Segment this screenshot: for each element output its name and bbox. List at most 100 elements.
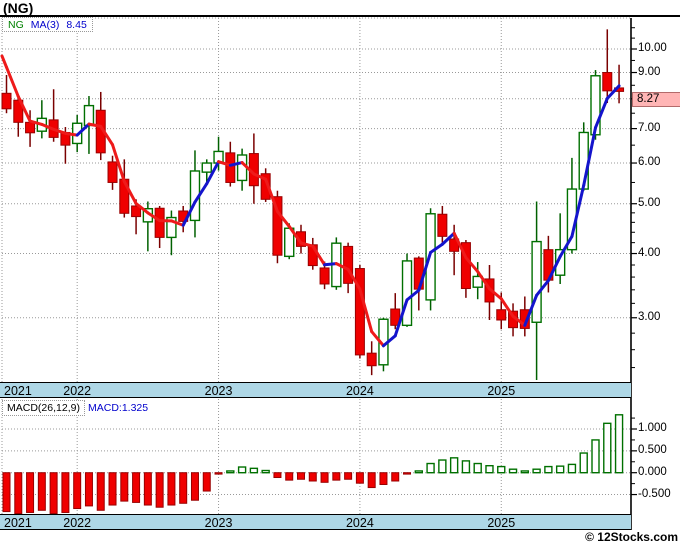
macd-bar-2024-04 <box>391 472 400 482</box>
macd-bar-2024-06 <box>414 470 423 474</box>
price-axis-label: 5.00 <box>638 196 661 209</box>
candle-2025-03 <box>519 296 530 337</box>
ma-line <box>0 54 621 348</box>
macd-bar-2022-08 <box>155 472 164 508</box>
macd-bar-2024-01 <box>355 472 364 484</box>
macd-bar-2022-11 <box>190 472 199 501</box>
macd-bar-2021-12 <box>61 472 70 513</box>
macd-value: MACD:1.325 <box>88 402 149 414</box>
macd-bar-2023-07 <box>285 472 294 481</box>
year-label: 2022 <box>63 516 92 530</box>
year-label: 2021 <box>4 516 32 530</box>
macd-bar-2023-09 <box>308 472 317 482</box>
macd-axis-label: 0.500 <box>638 443 667 456</box>
macd-bar-2024-12 <box>485 465 494 474</box>
candle-2025-04 <box>531 201 542 381</box>
ma-label: MA(3) <box>30 18 60 31</box>
macd-axis-label: 0.000 <box>638 465 667 478</box>
candle-2025-10 <box>602 29 613 104</box>
candle-2023-05 <box>260 168 271 202</box>
macd-bar-2023-05 <box>261 469 270 474</box>
macd-bar-2024-03 <box>379 472 388 485</box>
macd-bar-2022-03 <box>96 472 105 511</box>
macd-bar-2021-08 <box>14 472 23 515</box>
macd-bar-2022-01 <box>73 472 82 510</box>
macd-bar-2025-03 <box>520 470 530 474</box>
macd-histogram <box>2 414 624 515</box>
candle-2021-10 <box>36 100 48 139</box>
macd-bar-2022-05 <box>120 472 129 502</box>
macd-bar-2023-08 <box>297 472 305 480</box>
macd-bar-2025-01 <box>497 465 506 474</box>
macd-bar-2025-02 <box>508 468 518 474</box>
macd-bar-2025-08 <box>579 452 588 474</box>
year-label: 2023 <box>204 516 233 530</box>
macd-bar-2023-06 <box>273 472 282 479</box>
price-legend: NG MA(3) 8.45 <box>2 17 93 32</box>
macd-bar-2025-11 <box>614 414 624 474</box>
year-label: 2025 <box>487 384 516 398</box>
candle-2023-06 <box>272 190 283 264</box>
price-axis-label: 9.00 <box>638 65 661 78</box>
macd-bar-2021-07 <box>2 472 11 513</box>
macd-bar-2024-07 <box>426 462 435 474</box>
year-label: 2021 <box>4 384 32 398</box>
macd-bar-2022-12 <box>202 472 211 492</box>
candle-2024-01 <box>354 264 365 359</box>
macd-bar-2025-05 <box>544 465 553 474</box>
price-axis-label: 6.00 <box>638 156 661 169</box>
price-axis-label: 3.00 <box>638 310 661 323</box>
macd-bar-2022-06 <box>132 472 141 503</box>
macd-bar-2024-05 <box>403 472 412 475</box>
ma-value: 8.45 <box>66 18 87 31</box>
candle-2023-04 <box>248 133 259 204</box>
candle-2022-12 <box>201 159 212 185</box>
candles <box>1 29 625 381</box>
price-axis-label: 10.00 <box>638 42 667 54</box>
macd-bar-2025-10 <box>603 422 612 474</box>
year-label: 2025 <box>487 516 516 530</box>
macd-bar-2023-12 <box>344 472 353 480</box>
macd-bar-2024-11 <box>473 462 482 474</box>
year-axis-top: 2021 2022 2023 2024 2025 <box>0 382 631 398</box>
macd-bar-2023-10 <box>320 472 329 483</box>
macd-bar-2023-11 <box>332 472 341 481</box>
macd-bar-2022-02 <box>84 472 93 507</box>
year-label: 2023 <box>204 384 233 398</box>
macd-bar-2023-01 <box>214 472 223 475</box>
macd-bar-2023-02 <box>226 470 235 474</box>
macd-bar-2024-09 <box>449 457 459 474</box>
year-label: 2024 <box>345 516 374 530</box>
macd-bar-2025-06 <box>555 465 565 474</box>
year-label: 2024 <box>345 384 374 398</box>
macd-bar-2021-09 <box>26 472 35 513</box>
watermark: © 12Stocks.com <box>585 530 678 544</box>
candle-2021-11 <box>48 89 59 142</box>
candle-2024-08 <box>437 205 448 243</box>
macd-bar-2025-07 <box>567 463 577 474</box>
candle-2024-05 <box>401 253 413 327</box>
candle-2024-11 <box>472 262 483 300</box>
price-axis-label: 7.00 <box>638 121 661 134</box>
macd-axis-label: 1.000 <box>638 422 667 434</box>
macd-bar-2024-10 <box>461 460 471 474</box>
candle-2024-10 <box>460 240 471 298</box>
price-axis <box>630 18 637 530</box>
macd-bar-2025-04 <box>532 468 541 474</box>
macd-bar-2024-02 <box>367 472 376 489</box>
year-label: 2022 <box>63 384 92 398</box>
candle-2021-07 <box>1 75 12 114</box>
macd-bar-2021-10 <box>37 472 46 511</box>
candle-2022-04 <box>107 155 118 190</box>
candle-2021-08 <box>13 96 24 137</box>
macd-bar-2025-09 <box>591 439 600 474</box>
price-axis-label: 4.00 <box>638 246 661 259</box>
macd-axis-label: -0.500 <box>638 487 671 500</box>
current-price-box: 8.27 <box>632 92 680 107</box>
macd-bar-2024-08 <box>438 459 447 474</box>
macd-bar-2022-04 <box>108 472 117 506</box>
macd-bar-2022-09 <box>167 472 176 506</box>
candle-2024-02 <box>366 341 377 376</box>
